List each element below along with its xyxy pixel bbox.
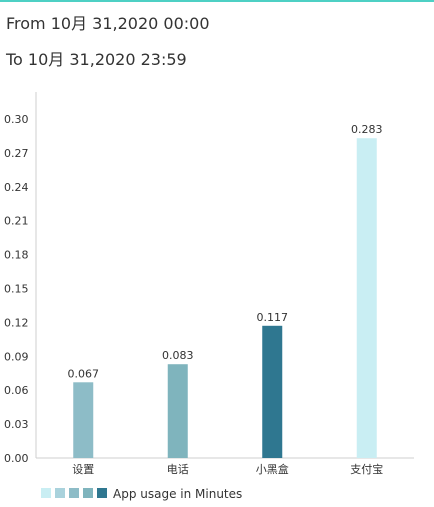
bar-value-label: 0.083 <box>162 349 194 362</box>
bar-value-label: 0.283 <box>351 123 383 136</box>
y-tick-label: 0.03 <box>4 418 29 431</box>
x-category-label: 小黑盒 <box>256 462 289 476</box>
legend-swatch <box>83 488 93 498</box>
bar-value-label: 0.117 <box>257 311 289 324</box>
date-range-from: From 10月 31,2020 00:00 <box>6 14 210 33</box>
x-category-label: 设置 <box>72 463 94 476</box>
bars-group: 0.067 0.083 0.117 0.283 <box>68 123 383 458</box>
y-tick-label: 0.00 <box>4 452 29 465</box>
y-tick-label: 0.12 <box>4 316 29 329</box>
y-tick-label: 0.15 <box>4 283 29 296</box>
y-tick-label: 0.30 <box>4 113 29 126</box>
legend-swatch <box>97 488 107 498</box>
legend-swatch <box>41 488 51 498</box>
y-tick-label: 0.09 <box>4 350 29 363</box>
bar-value-label: 0.067 <box>68 367 100 380</box>
legend: App usage in Minutes <box>41 487 242 501</box>
date-range-to: To 10月 31,2020 23:59 <box>6 50 187 69</box>
top-accent-bar <box>0 0 434 2</box>
y-axis: 0.00 0.03 0.06 0.09 0.12 0.15 0.18 0.21 0.24 0.27… <box>4 92 37 465</box>
x-axis: 设置 电话 小黑盒 支付宝 <box>36 457 414 476</box>
y-tick-label: 0.06 <box>4 384 29 397</box>
legend-swatch <box>69 488 79 498</box>
y-tick-label: 0.24 <box>4 181 29 194</box>
bar <box>356 138 377 458</box>
legend-label: App usage in Minutes <box>113 487 242 501</box>
x-category-label: 支付宝 <box>350 462 383 476</box>
y-tick-label: 0.18 <box>4 249 29 262</box>
x-category-label: 电话 <box>167 463 189 476</box>
bar <box>73 382 94 458</box>
bar <box>167 364 188 458</box>
legend-swatch <box>55 488 65 498</box>
y-tick-label: 0.27 <box>4 147 29 160</box>
bar <box>262 325 283 458</box>
y-tick-label: 0.21 <box>4 215 29 228</box>
